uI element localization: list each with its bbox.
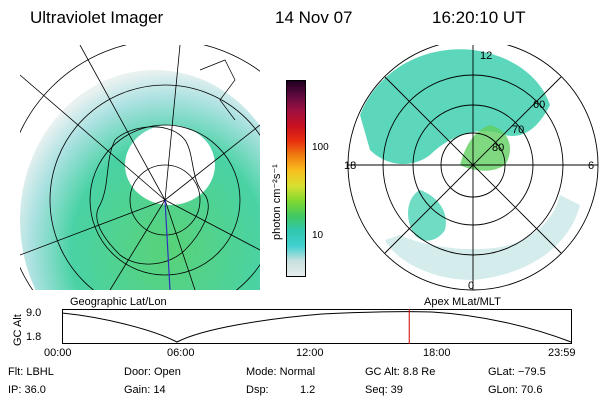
xtick-1200: 12:00	[296, 347, 324, 359]
mlat-label-80: 80	[492, 142, 504, 154]
glat-info: GLat: −79.5	[488, 366, 546, 378]
colorbar-gradient	[287, 81, 305, 276]
colorbar-tick-10: 10	[312, 230, 324, 241]
instrument-title: Ultraviolet Imager	[30, 8, 164, 27]
dsp-info-label: Dsp:	[246, 384, 269, 396]
right-panel-label: Apex MLat/MLT	[424, 296, 501, 308]
auroral-oval-day	[360, 49, 550, 165]
xtick-1800: 18:00	[423, 347, 451, 359]
altitude-plot	[62, 309, 572, 344]
auroral-oval-night	[408, 190, 446, 241]
date-label: 14 Nov 07	[275, 8, 353, 27]
door-info: Door: Open	[124, 366, 181, 378]
mlat-label-60: 60	[533, 99, 545, 111]
dsp-info-value: 1.2	[300, 384, 316, 396]
geographic-image-panel	[20, 45, 260, 290]
apex-polar-panel: 12 18 6 0 60 70 80	[344, 45, 599, 292]
colorbar-tick-100: 100	[312, 142, 329, 153]
mlt-label-6: 6	[588, 160, 594, 172]
terminator-line	[164, 199, 171, 290]
mlt-label-12: 12	[480, 50, 492, 62]
mode-info: Mode: Normal	[246, 366, 316, 378]
xtick-0000: 00:00	[44, 347, 72, 359]
altitude-ylabel: GC Alt	[12, 314, 24, 346]
colorbar	[286, 80, 306, 277]
glon-info: GLon: 70.6	[488, 384, 543, 396]
altitude-ytick-low: 1.8	[26, 331, 42, 343]
gc-alt-info: GC Alt: 8.8 Re	[365, 366, 436, 378]
ip-info: IP: 36.0	[8, 384, 46, 396]
colorbar-unit-label: photon cm⁻²s⁻¹	[271, 164, 283, 240]
mlt-label-0: 0	[468, 280, 474, 292]
altitude-ytick-high: 9.0	[26, 307, 42, 319]
auroral-oval-dusk	[460, 125, 510, 171]
gain-info: Gain: 14	[124, 384, 166, 396]
mlat-mlt-grid	[347, 45, 599, 291]
left-panel-label: Geographic Lat/Lon	[70, 296, 167, 308]
filter-info: Flt: LBHL	[8, 366, 54, 378]
altitude-plot-frame	[62, 309, 572, 344]
mlt-label-18: 18	[344, 160, 356, 172]
altitude-curve	[62, 311, 572, 343]
mlat-label-70: 70	[512, 124, 524, 136]
seq-info: Seq: 39	[365, 384, 403, 396]
xtick-0600: 06:00	[167, 347, 195, 359]
time-label: 16:20:10 UT	[432, 8, 526, 27]
antarctica-coastline	[96, 126, 209, 265]
coastline-fragment	[199, 59, 236, 121]
xtick-2359: 23:59	[548, 347, 576, 359]
auroral-faint-emission	[385, 195, 580, 280]
lat-lon-grid	[20, 45, 260, 290]
